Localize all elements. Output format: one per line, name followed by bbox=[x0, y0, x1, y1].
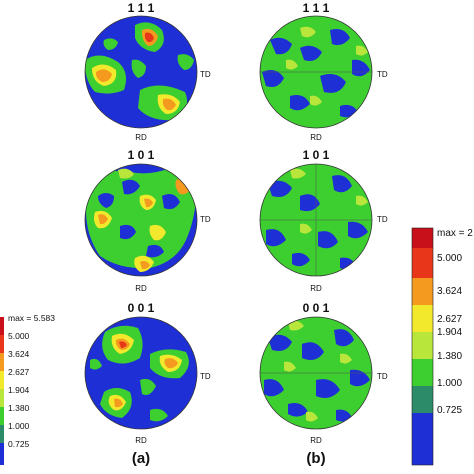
colorbar-level-label: 1.380 bbox=[8, 403, 30, 413]
plot-title: 0 0 1 bbox=[128, 301, 155, 315]
colorbar-level-label: 5.000 bbox=[8, 331, 30, 341]
rd-axis-label: RD bbox=[135, 133, 147, 142]
colorbar-level-label: 3.624 bbox=[8, 349, 30, 359]
plot-title: 0 0 1 bbox=[303, 301, 330, 315]
colorbar-swatch bbox=[412, 332, 433, 359]
colorbar-swatch bbox=[0, 371, 4, 389]
plot-title: 1 1 1 bbox=[128, 1, 155, 15]
colorbar-swatch bbox=[412, 228, 433, 248]
colorbar-swatch bbox=[0, 353, 4, 371]
colorbar-max-label: max = 5.583 bbox=[8, 313, 55, 323]
panel-label: (a) bbox=[132, 450, 150, 467]
colorbar-max-label: max = 2 bbox=[437, 228, 473, 239]
td-axis-label: TD bbox=[377, 372, 388, 381]
intensity-map bbox=[85, 16, 197, 128]
colorbar-swatch bbox=[0, 335, 4, 353]
td-axis-label: TD bbox=[200, 215, 211, 224]
colorbar-level-label: 1.000 bbox=[437, 378, 462, 389]
colorbar-swatch bbox=[412, 359, 433, 386]
colorbar-swatch bbox=[412, 386, 433, 413]
td-axis-label: TD bbox=[377, 215, 388, 224]
colorbar-swatch bbox=[0, 425, 4, 443]
td-axis-label: TD bbox=[377, 70, 388, 79]
colorbar-swatch bbox=[412, 413, 433, 465]
pole-figure-a-001: 0 0 1 TD RD bbox=[84, 301, 211, 445]
plot-title: 1 0 1 bbox=[128, 148, 155, 162]
plot-title: 1 1 1 bbox=[303, 1, 330, 15]
colorbar-level-label: 2.627 bbox=[8, 367, 30, 377]
colorbar-b: max = 2 5.000 3.624 2.627 1.904 1.380 1.… bbox=[411, 227, 473, 466]
colorbar-level-label: 0.725 bbox=[8, 439, 30, 449]
td-axis-label: TD bbox=[200, 70, 211, 79]
colorbar-swatch bbox=[412, 278, 433, 305]
panel-a: 1 1 1 TD RD 1 0 1 bbox=[0, 1, 211, 467]
pole-figure-b-101: 1 0 1 TD RD bbox=[259, 148, 388, 293]
colorbar-level-label: 5.000 bbox=[437, 253, 462, 264]
rd-axis-label: RD bbox=[310, 133, 322, 142]
colorbar-level-label: 1.380 bbox=[437, 351, 462, 362]
colorbar-level-label: 3.624 bbox=[437, 286, 462, 297]
panel-b: 1 1 1 TD RD 1 0 1 bbox=[259, 1, 473, 467]
panel-label: (b) bbox=[306, 450, 325, 467]
colorbar-level-label: 1.000 bbox=[8, 421, 30, 431]
td-axis-label: TD bbox=[200, 372, 211, 381]
colorbar-level-label: 1.904 bbox=[8, 385, 30, 395]
rd-axis-label: RD bbox=[310, 436, 322, 445]
colorbar-swatch bbox=[0, 389, 4, 407]
colorbar-swatch bbox=[0, 443, 4, 465]
intensity-map bbox=[85, 164, 197, 276]
pole-figure-b-001: 0 0 1 TD RD bbox=[259, 301, 388, 445]
colorbar-level-label: 1.904 bbox=[437, 327, 462, 338]
intensity-map bbox=[85, 317, 197, 429]
plot-title: 1 0 1 bbox=[303, 148, 330, 162]
pole-figure-a-111: 1 1 1 TD RD bbox=[84, 1, 211, 142]
rd-axis-label: RD bbox=[135, 436, 147, 445]
colorbar-swatch bbox=[0, 317, 4, 335]
colorbar-level-label: 0.725 bbox=[437, 405, 462, 416]
pole-figure-a-101: 1 0 1 TD RD bbox=[84, 148, 211, 293]
colorbar-swatch bbox=[412, 248, 433, 278]
rd-axis-label: RD bbox=[310, 284, 322, 293]
colorbar-level-label: 2.627 bbox=[437, 314, 462, 325]
colorbar-a: max = 5.583 5.000 3.624 2.627 1.904 1.38… bbox=[0, 313, 55, 465]
colorbar-swatch bbox=[412, 305, 433, 332]
pole-figure-b-111: 1 1 1 TD RD bbox=[259, 1, 388, 142]
colorbar-swatch bbox=[0, 407, 4, 425]
rd-axis-label: RD bbox=[135, 284, 147, 293]
